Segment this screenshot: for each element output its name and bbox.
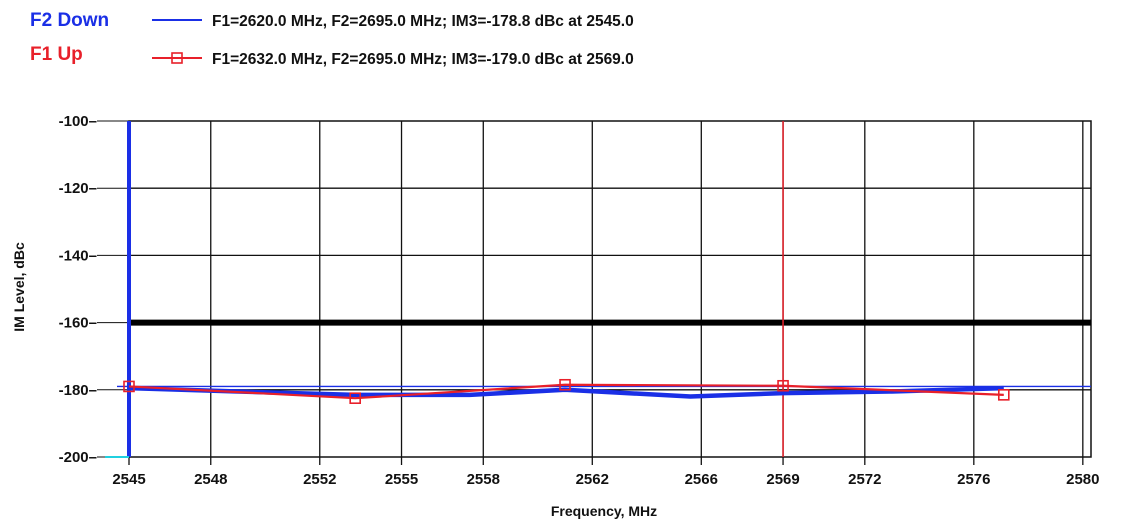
- legend-marker-f1-up: [171, 52, 183, 64]
- y-tick-label-0: -100–: [59, 113, 97, 130]
- legend-desc-f2-down: F1=2620.0 MHz, F2=2695.0 MHz; IM3=-178.8…: [212, 13, 634, 30]
- series-1-marker-3: [777, 379, 789, 392]
- y-tick-label-2: -140–: [59, 247, 97, 264]
- x-axis-label: Frequency, MHz: [551, 503, 657, 519]
- x-tick-label-3: 2555: [385, 471, 418, 488]
- x-tick-label-7: 2569: [766, 471, 799, 488]
- series-1-marker-2: [559, 378, 571, 391]
- x-tick-label-2: 2552: [303, 471, 336, 488]
- x-tick-label-5: 2562: [576, 471, 609, 488]
- y-tick-label-3: -160–: [59, 315, 97, 332]
- x-tick-label-9: 2576: [957, 471, 990, 488]
- plot-area: -100– -120– -140– -160– -180– -200– 2545 2548 25…: [59, 113, 1100, 488]
- series-line-1: [128, 383, 1004, 400]
- x-tick-label-6: 2566: [685, 471, 718, 488]
- x-tick-label-1: 2548: [194, 471, 227, 488]
- series-1-marker-4: [997, 389, 1010, 401]
- x-tick-label-8: 2572: [848, 471, 881, 488]
- x-tick-label-0: 2545: [112, 471, 145, 488]
- legend-desc-f1-up: F1=2632.0 MHz, F2=2695.0 MHz; IM3=-179.0…: [212, 51, 634, 68]
- series-1-marker-0: [123, 380, 135, 393]
- y-tick-label-4: -180–: [59, 382, 97, 399]
- plot-frame: [128, 120, 1092, 458]
- y-tick-label-5: -200–: [59, 449, 97, 466]
- series-1-marker-1: [349, 392, 361, 405]
- x-tick-label-4: 2558: [467, 471, 500, 488]
- y-tick-label-1: -120–: [59, 180, 97, 197]
- legend-title-f2-down: F2 Down: [30, 10, 109, 31]
- y-axis-label: IM Level, dBc: [11, 242, 27, 332]
- legend-title-f1-up: F1 Up: [30, 44, 83, 65]
- x-tick-label-10: 2580: [1066, 471, 1099, 488]
- legend: F2 Down F1=2620.0 MHz, F2=2695.0 MHz; IM…: [30, 10, 634, 68]
